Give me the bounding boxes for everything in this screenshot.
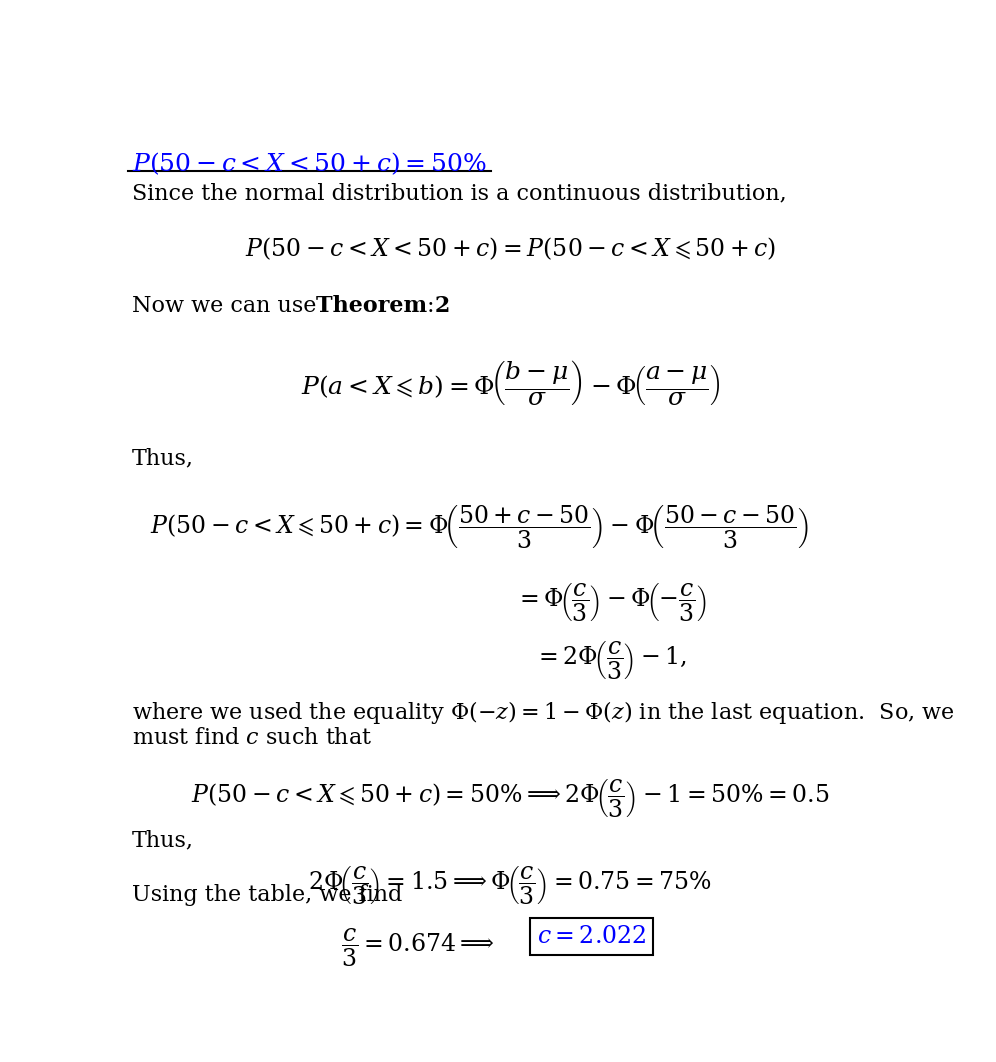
Text: $P(a < X \leqslant b) = \Phi\!\left(\dfrac{b-\mu}{\sigma}\right) - \Phi\!\left(\: $P(a < X \leqslant b) = \Phi\!\left(\dfr… [301, 359, 720, 408]
Text: Thus,: Thus, [132, 447, 194, 469]
Text: $= 2\Phi\!\left(\dfrac{c}{3}\right) - 1,$: $= 2\Phi\!\left(\dfrac{c}{3}\right) - 1,… [534, 639, 687, 682]
Text: Using the table, we find: Using the table, we find [132, 884, 402, 906]
Text: Theorem 2: Theorem 2 [316, 295, 450, 318]
Text: where we used the equality $\Phi(-z) = 1 - \Phi(z)$ in the last equation.  So, w: where we used the equality $\Phi(-z) = 1… [132, 699, 955, 725]
Text: $P(50 - c < X < 50 + c) = 50\%$: $P(50 - c < X < 50 + c) = 50\%$ [132, 151, 487, 177]
Text: $c = 2.022$: $c = 2.022$ [537, 925, 646, 948]
Text: $2\Phi\!\left(\dfrac{c}{3}\right) = 1.5 \Longrightarrow \Phi\!\left(\dfrac{c}{3}: $2\Phi\!\left(\dfrac{c}{3}\right) = 1.5 … [309, 864, 712, 907]
Text: :: : [427, 295, 434, 318]
Text: $P(50 - c < X \leqslant 50 + c) = 50\% \Longrightarrow 2\Phi\!\left(\dfrac{c}{3}: $P(50 - c < X \leqslant 50 + c) = 50\% \… [191, 778, 830, 821]
Text: $P(50 - c < X \leqslant 50 + c) = \Phi\!\left(\dfrac{50+c-50}{3}\right) - \Phi\!: $P(50 - c < X \leqslant 50 + c) = \Phi\!… [149, 503, 810, 550]
Text: $= \Phi\!\left(\dfrac{c}{3}\right) - \Phi\!\left(-\dfrac{c}{3}\right)$: $= \Phi\!\left(\dfrac{c}{3}\right) - \Ph… [515, 582, 707, 624]
Text: must find $c$ such that: must find $c$ such that [132, 726, 373, 749]
Text: Thus,: Thus, [132, 829, 194, 852]
Text: $P(50 - c < X < 50 + c) = P(50 - c < X \leqslant 50 + c)$: $P(50 - c < X < 50 + c) = P(50 - c < X \… [245, 236, 776, 262]
Text: Since the normal distribution is a continuous distribution,: Since the normal distribution is a conti… [132, 183, 787, 205]
Text: $\dfrac{c}{3} = 0.674 \Longrightarrow$: $\dfrac{c}{3} = 0.674 \Longrightarrow$ [341, 927, 495, 970]
Text: Now we can use: Now we can use [132, 295, 324, 318]
